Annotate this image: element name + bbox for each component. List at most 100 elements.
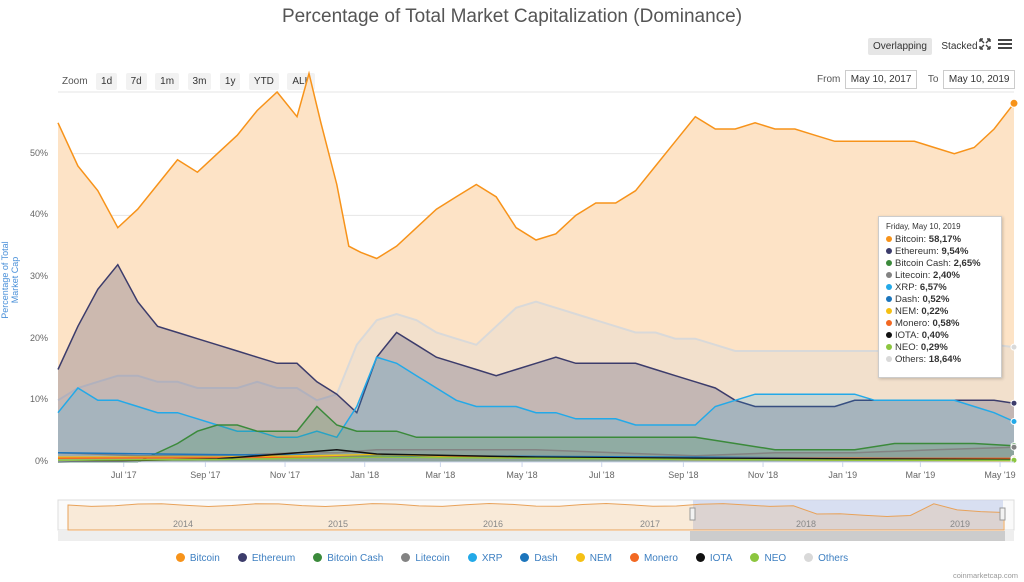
series-point-bitcoin[interactable] [1009,98,1019,108]
series-line-neo[interactable] [57,456,1015,461]
tooltip-series-name: XRP: [895,282,920,293]
legend-label: Bitcoin [189,553,220,564]
to-date-input[interactable]: May 10, 2019 [942,70,1016,89]
tooltip-row: Bitcoin: 58,17% [886,234,994,246]
legend-item-neo[interactable]: NEO [750,553,786,564]
from-date-input[interactable]: May 10, 2017 [844,70,918,89]
tooltip-dot [886,248,892,255]
x-tick-label: Mar '18 [425,470,456,480]
tooltip-series-name: Ethereum: [895,246,942,257]
legend-item-others[interactable]: Others [804,553,848,564]
x-tick-label: Jul '17 [110,470,137,480]
navigator-year-label: 2016 [483,519,504,529]
legend-label: NEM [589,553,612,564]
navigator-right-handle[interactable] [999,507,1006,521]
tooltip-series-value: 0,52% [922,294,950,305]
x-tick-label: May '19 [984,470,1016,480]
from-label: From [817,74,841,85]
zoom-7d-button[interactable]: 7d [125,73,147,90]
navigator-year-label: 2015 [328,519,349,529]
navigator-year-label: 2017 [640,519,661,529]
legend-dot [575,553,585,562]
navigator-scrollbar[interactable] [58,531,1014,541]
legend-label: Others [818,553,849,564]
tooltip-row: NEO: 0,29% [886,342,994,354]
series-line-ethereum[interactable] [57,263,1015,415]
x-tick-label: Sep '18 [668,470,699,480]
zoom-3m-button[interactable]: 3m [187,73,212,90]
tooltip-series-name: Bitcoin Cash: [895,258,954,269]
tooltip-row: NEM: 0,22% [886,306,994,318]
legend-dot [237,553,247,562]
tooltip-dot [886,296,892,303]
legend-item-bitcoin-cash[interactable]: Bitcoin Cash [313,553,383,564]
navigator-left-handle[interactable] [689,507,696,521]
legend-label: Ethereum [251,553,296,564]
zoom-1m-button[interactable]: 1m [155,73,180,90]
tooltip-series-value: 9,54% [941,246,969,257]
legend-item-litecoin[interactable]: Litecoin [401,553,450,564]
tooltip-dot [886,236,892,243]
stacked-button[interactable]: Stacked [941,41,978,52]
series-line-others[interactable] [57,300,1015,402]
zoom-ytd-button[interactable]: YTD [248,73,279,90]
credit-text: coinmarketcap.com [952,571,1018,580]
navigator-scrollbar-thumb[interactable] [690,531,1005,541]
tooltip-dot [886,344,892,351]
fullscreen-icon[interactable] [979,37,991,50]
date-range: From May 10, 2017 To May 10, 2019 [817,69,1016,89]
legend-dot [467,553,477,562]
series-line-iota[interactable] [57,448,1015,463]
legend: Bitcoin Ethereum Bitcoin Cash Litecoin XRP Da… [0,553,1024,564]
tooltip: Friday, May 10, 2019 Bitcoin: 58,17% Ethe… [878,216,1002,378]
tooltip-dot [886,332,892,339]
tooltip-row: XRP: 6,57% [886,282,994,294]
tooltip-series-value: 0,40% [921,330,949,341]
tooltip-row: Others: 18,64% [886,354,994,366]
x-tick-label: Jul '18 [588,470,615,480]
tooltip-series-value: 2,40% [933,270,960,281]
legend-item-ethereum[interactable]: Ethereum [237,553,296,564]
legend-item-nem[interactable]: NEM [575,553,612,564]
navigator-year-label: 2019 [950,519,971,529]
legend-item-iota[interactable]: IOTA [695,553,732,564]
tooltip-row: IOTA: 0,40% [886,330,994,342]
legend-dot [175,553,185,562]
legend-dot [313,553,323,562]
navigator-year-label: 2014 [173,519,194,529]
series-point-ethereum[interactable] [1010,399,1018,407]
tooltip-row: Litecoin: 2,40% [886,270,994,282]
legend-label: Dash [534,553,558,564]
y-tick-label: 50% [30,147,49,158]
to-label: To [927,74,939,85]
legend-item-dash[interactable]: Dash [520,553,558,564]
x-tick-label: Nov '17 [269,470,301,480]
tooltip-series-value: 58,17% [928,234,962,245]
x-tick-label: Jan '19 [828,470,858,480]
series-line-bitcoin-cash[interactable] [58,405,1015,463]
tooltip-date: Friday, May 10, 2019 [886,222,961,231]
menu-icon[interactable] [998,37,1012,49]
zoom-1d-button[interactable]: 1d [96,73,118,90]
tooltip-series-name: IOTA: [895,330,922,341]
zoom-1y-button[interactable]: 1y [219,73,241,90]
navigator-year-label: 2018 [796,519,817,529]
x-tick-label: Mar '19 [905,470,936,480]
legend-item-bitcoin[interactable]: Bitcoin [175,553,220,564]
legend-item-monero[interactable]: Monero [629,553,678,564]
overlapping-button[interactable]: Overlapping [868,38,932,55]
series-point-others[interactable] [1010,343,1018,351]
tooltip-series-name: NEO: [895,342,921,353]
tooltip-dot [886,260,892,267]
tooltip-series-value: 18,64% [928,354,962,365]
legend-dot [629,553,639,562]
legend-item-xrp[interactable]: XRP [467,553,502,564]
y-tick-label: 10% [30,394,49,405]
tooltip-series-name: Others: [895,354,929,365]
series-point-xrp[interactable] [1010,418,1018,425]
series-point-litecoin[interactable] [1010,443,1018,451]
legend-dot [695,553,705,562]
series-line-bitcoin[interactable] [57,70,1015,260]
